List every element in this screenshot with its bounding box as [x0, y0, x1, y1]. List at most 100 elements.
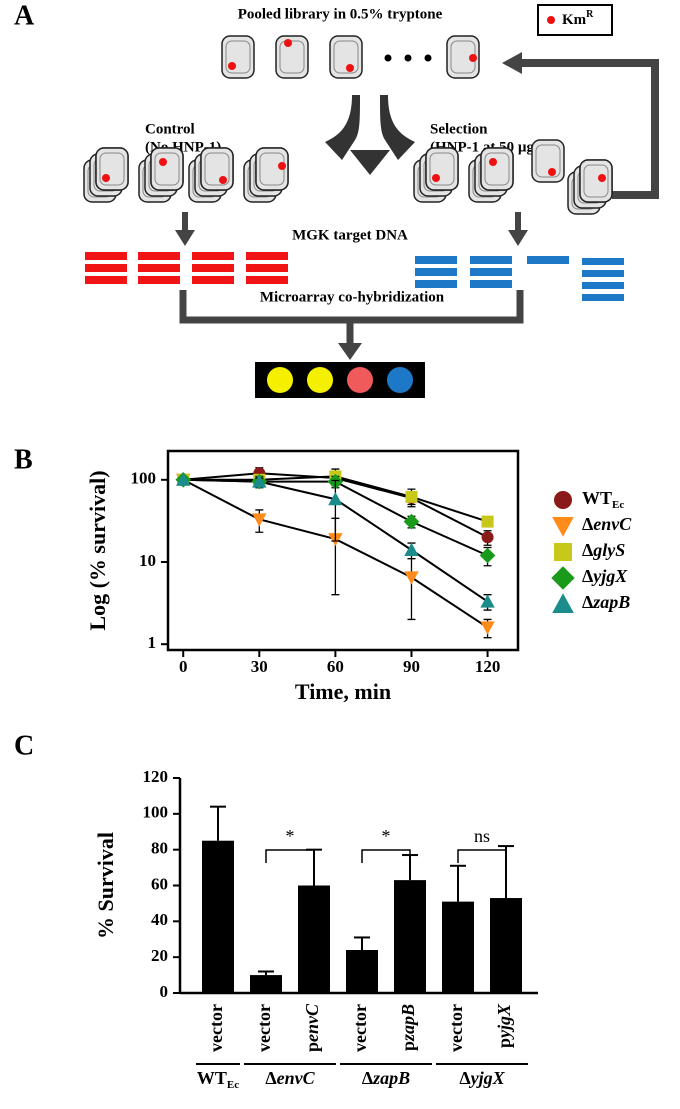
- marker-dot: [278, 162, 286, 170]
- y-tick-label: 100: [131, 469, 157, 488]
- dna-bar: [415, 256, 457, 264]
- dna-bar: [138, 252, 180, 260]
- cell: [255, 147, 289, 191]
- legend-dot: [547, 16, 555, 24]
- text-part: Δ: [459, 1068, 470, 1088]
- marker-dot: [548, 168, 556, 176]
- cell: [275, 35, 309, 79]
- marker: [252, 474, 267, 488]
- group-label: ΔyjgX: [459, 1068, 505, 1088]
- marker: [480, 594, 495, 608]
- y-tick-label: 20: [151, 946, 168, 965]
- text-part: envC: [302, 1003, 322, 1042]
- split-arrow: [325, 95, 415, 175]
- text-part: zapB: [592, 592, 630, 612]
- legend-marker: [552, 593, 574, 613]
- library-title: Pooled library in 0.5% tryptone: [238, 6, 443, 22]
- y-tick-label: 120: [143, 767, 169, 786]
- cell: [221, 35, 255, 79]
- legend-marker: [552, 517, 574, 537]
- panel-label: C: [14, 730, 34, 761]
- significance-label: *: [382, 826, 391, 846]
- x-tick-label: 30: [251, 657, 268, 676]
- group-label: ΔzapB: [362, 1068, 410, 1088]
- cell: [531, 139, 565, 183]
- dna-bar: [85, 276, 127, 284]
- marker: [404, 542, 419, 556]
- x-tick-label: vector: [206, 1004, 226, 1052]
- text-part: Δ: [582, 540, 593, 560]
- cell-inner: [429, 152, 455, 186]
- x-tick-label: 60: [327, 657, 344, 676]
- bar: [298, 885, 330, 993]
- group-label: ΔenvC: [265, 1068, 315, 1088]
- legend-label: WTEc: [582, 488, 624, 510]
- y-tick-label: 100: [143, 803, 169, 822]
- marker-dot: [432, 174, 440, 182]
- bar: [202, 840, 234, 993]
- marker: [252, 513, 267, 527]
- text-part: yjgX: [591, 566, 628, 586]
- legend-label-sub: Ec: [612, 499, 624, 511]
- dna-bar: [582, 270, 624, 277]
- cell-inner: [279, 40, 305, 74]
- marker: [404, 571, 419, 585]
- text-part: Δ: [582, 514, 593, 534]
- selection-title: Selection: [430, 121, 488, 137]
- x-axis-label: Time, min: [295, 679, 391, 704]
- marker: [176, 472, 191, 486]
- plot-frame: [166, 449, 520, 652]
- dna-bar: [415, 280, 457, 288]
- x-tick-label: vector: [350, 1004, 370, 1052]
- text-part: p: [398, 1041, 418, 1051]
- legend-text: KmR: [562, 9, 594, 28]
- error-bar: [407, 557, 416, 621]
- marker: [480, 621, 495, 635]
- text-part: glyS: [592, 540, 625, 560]
- text-part: p: [302, 1042, 322, 1052]
- legend-label: ΔenvC: [582, 514, 632, 534]
- cell: [95, 147, 129, 191]
- cell-inner: [535, 144, 561, 178]
- significance-label: ns: [474, 826, 490, 846]
- bar: [394, 880, 426, 993]
- hybridization-label: Microarray co-hybridization: [260, 289, 445, 305]
- y-tick-label: 60: [151, 874, 168, 893]
- arrow-head: [502, 52, 522, 74]
- significance-bracket: [457, 849, 507, 863]
- text-part: zapB: [398, 1004, 418, 1042]
- arrow-head: [508, 230, 528, 246]
- x-tick-label: 0: [179, 657, 188, 676]
- cell: [425, 147, 459, 191]
- y-axis-label: Log (% survival): [85, 470, 110, 630]
- legend-marker: [554, 491, 572, 509]
- dna-bar: [85, 264, 127, 272]
- bar: [442, 901, 474, 993]
- cell-inner: [225, 40, 251, 74]
- text-part: Δ: [582, 566, 593, 586]
- x-tick-label: pzapB: [398, 1004, 418, 1051]
- dna-bar: [192, 252, 234, 260]
- legend-sup: R: [586, 9, 594, 20]
- dna-bar: [138, 264, 180, 272]
- marker-dot: [469, 54, 477, 62]
- ellipsis-dot: [384, 54, 392, 62]
- dna-bar: [192, 264, 234, 272]
- cell-inner: [333, 40, 359, 74]
- marker-dot: [489, 158, 497, 166]
- recycle-arrow: [518, 59, 659, 199]
- cell: [150, 147, 184, 191]
- cell-inner: [204, 152, 230, 186]
- panel-a: A Pooled library in 0.5% tryptone KmR Co…: [14, 0, 659, 398]
- y-axis-label: % Survival: [93, 832, 118, 939]
- error-bar: [331, 479, 340, 542]
- text-part: envC: [277, 1068, 316, 1088]
- arrow-head: [175, 230, 195, 246]
- text-part: Δ: [265, 1068, 276, 1088]
- group-label: WTEc: [197, 1068, 239, 1090]
- array-spot: [387, 367, 413, 393]
- legend-label: ΔglyS: [582, 540, 625, 560]
- marker-dot: [102, 174, 110, 182]
- cell-inner: [99, 152, 125, 186]
